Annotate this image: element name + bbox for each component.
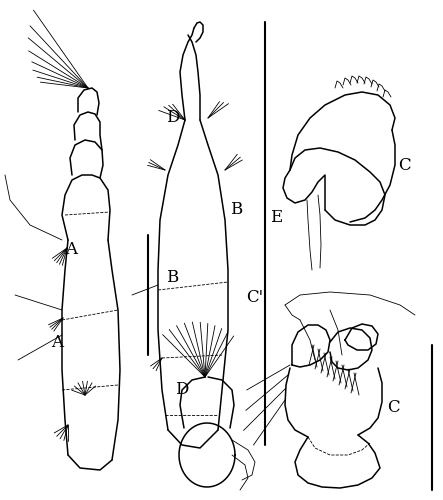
Text: C': C' (246, 289, 264, 306)
Text: D: D (166, 109, 179, 126)
Text: A: A (65, 242, 77, 258)
Text: B: B (230, 202, 242, 218)
Text: B: B (166, 269, 179, 286)
Text: E: E (270, 209, 283, 226)
Text: D: D (175, 382, 188, 398)
Text: C: C (388, 399, 400, 416)
Text: A: A (51, 334, 63, 351)
Text: C: C (398, 156, 411, 174)
